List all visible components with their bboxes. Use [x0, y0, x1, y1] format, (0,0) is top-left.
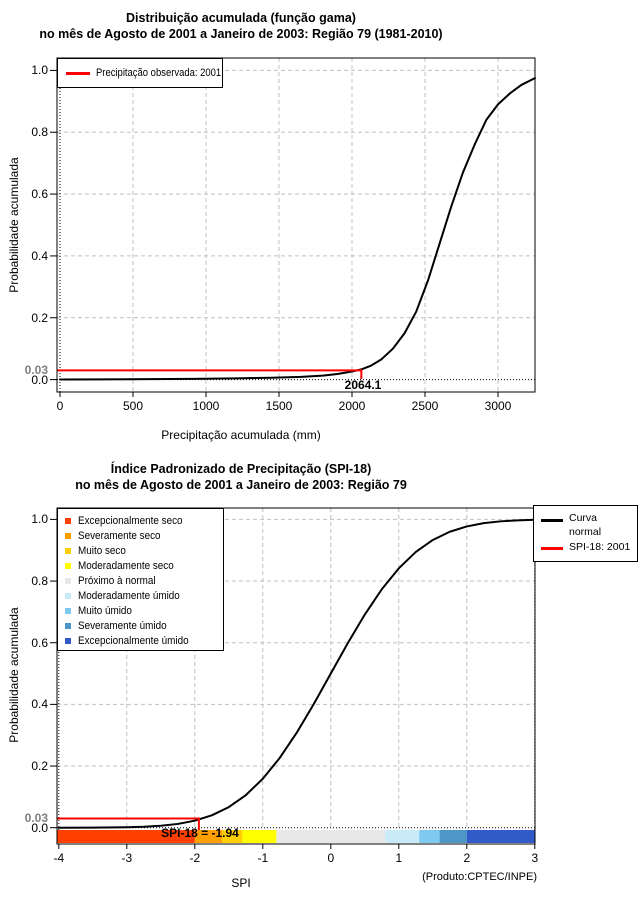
category-legend-row: Moderadamente seco	[78, 559, 184, 574]
curves-legend-spi-label: SPI-18: 2001	[569, 541, 631, 553]
spi-category-bar-segment	[419, 830, 440, 843]
top-x-tick-label: 2000	[338, 399, 366, 413]
bottom-y-tick-label: 0.4	[31, 697, 48, 712]
curves-legend-line1: Curva	[569, 512, 598, 524]
bottom-chart-title: Índice Padronizado de Precipitação (SPI-…	[110, 462, 372, 476]
top-x-tick-label: 1000	[192, 399, 220, 413]
spi-category-bar-segment	[57, 830, 195, 843]
bottom-y-tick-label: 0.8	[31, 574, 48, 589]
top-y-tick-label: 1.0	[31, 63, 48, 78]
bottom-x-tick-label: -3	[121, 851, 133, 865]
category-swatch-icon	[65, 518, 71, 524]
bottom-y-tick-label: 0.0	[31, 820, 48, 835]
category-label: Severamente úmido	[78, 620, 167, 632]
top-x-tick-label: 3000	[484, 399, 512, 413]
spi-category-bar-segment	[466, 830, 535, 843]
top-y-tick-label: 0.6	[31, 187, 48, 202]
spi-category-bar-segment	[222, 830, 243, 843]
top-x-tick-label: 2500	[411, 399, 439, 413]
category-legend-row: Muito seco	[78, 544, 131, 559]
category-label: Excepcionalmente seco	[78, 515, 183, 527]
category-swatch-icon	[65, 578, 71, 584]
spi-categories-legend-box: Excepcionalmente seco Severamente seco Mui…	[57, 508, 224, 651]
top-y-tick-label: 0.8	[31, 125, 48, 140]
product-footnote: (Produto:CPTEC/INPE)	[422, 871, 537, 883]
top-observed-value-label: 2064.1	[344, 378, 382, 392]
category-legend-row: Muito úmido	[78, 604, 138, 619]
bottom-y-tick-label: 0.2	[31, 759, 48, 774]
category-swatch-icon	[65, 638, 71, 644]
bottom-x-tick-label: -1	[257, 851, 269, 865]
bottom-x-tick-label: -4	[53, 851, 65, 865]
spi-category-bar-segment	[242, 830, 277, 843]
category-label: Severamente seco	[78, 530, 161, 542]
category-swatch-icon	[65, 608, 71, 614]
observed-line-marker-icon	[66, 72, 90, 75]
category-swatch-icon	[65, 548, 71, 554]
category-legend-row: Moderadamente úmido	[78, 589, 191, 604]
category-label: Muito seco	[78, 545, 126, 557]
bottom-x-axis-label: SPI	[231, 876, 251, 890]
category-swatch-icon	[65, 593, 71, 599]
category-label: Muito úmido	[78, 605, 132, 617]
bottom-y-tick-label: 1.0	[31, 512, 48, 527]
spi-category-bar-segment	[439, 830, 467, 843]
top-y-tick-label: 0.2	[31, 310, 48, 325]
category-swatch-icon	[65, 533, 71, 539]
top-x-tick-label: 0	[56, 399, 64, 413]
category-legend-row: Excepcionalmente úmido	[78, 634, 201, 649]
normal-curve-line-marker-icon	[541, 519, 563, 522]
curves-legend-line2: normal	[569, 526, 602, 538]
bottom-chart-subtitle: no mês de Agosto de 2001 a Janeiro de 20…	[75, 478, 407, 492]
bottom-x-tick-label: -2	[189, 851, 201, 865]
gamma-cdf-curve	[59, 77, 536, 381]
category-label: Próximo à normal	[78, 575, 156, 587]
spi-category-bar-segment	[194, 830, 222, 843]
bottom-threshold-label: 0.03	[24, 811, 48, 825]
observed-red-line	[57, 369, 363, 379]
bottom-chart-title-block: Índice Padronizado de Precipitação (SPI-…	[0, 461, 482, 493]
spi-category-bar-segment	[276, 830, 386, 843]
curves-legend-box: Curva normal SPI-18: 2001	[533, 505, 638, 562]
bottom-x-tick-label: 3	[531, 851, 539, 865]
top-legend-box: Precipitação observada: 2001	[57, 58, 223, 88]
normal-cdf-curve	[57, 518, 536, 829]
spi-category-bar-segment	[385, 830, 420, 843]
bottom-y-axis-label: Probabilidade acumulada	[7, 607, 21, 743]
top-chart-title: Distribuição acumulada (função gama)	[126, 11, 356, 25]
bottom-x-tick-label: 0	[327, 851, 335, 865]
top-chart-title-block: Distribuição acumulada (função gama) no …	[0, 10, 482, 42]
top-x-tick-label: 500	[122, 399, 144, 413]
top-threshold-label: 0.03	[24, 363, 48, 377]
top-y-tick-label: 0.4	[31, 248, 48, 263]
bottom-x-tick-label: 2	[463, 851, 471, 865]
category-legend-row: Severamente úmido	[78, 619, 176, 634]
category-legend-row: Excepcionalmente seco	[78, 514, 194, 529]
observed-red-line	[57, 817, 200, 830]
category-label: Excepcionalmente úmido	[78, 635, 189, 647]
bottom-x-tick-label: 1	[395, 851, 403, 865]
bottom-y-tick-label: 0.6	[31, 635, 48, 650]
category-legend-row: Próximo à normal	[78, 574, 164, 589]
category-label: Moderadamente úmido	[78, 590, 180, 602]
top-chart-subtitle: no mês de Agosto de 2001 a Janeiro de 20…	[39, 27, 443, 41]
plot-border	[56, 507, 536, 845]
plot-border	[56, 57, 536, 393]
category-swatch-icon	[65, 563, 71, 569]
spi-value-annotation: SPI-18 = -1.94	[161, 826, 239, 840]
top-x-axis-label: Precipitação acumulada (mm)	[161, 428, 321, 442]
top-y-tick-label: 0.0	[31, 372, 48, 387]
spi-line-marker-icon	[541, 547, 563, 550]
category-swatch-icon	[65, 623, 71, 629]
category-label: Moderadamente seco	[78, 560, 174, 572]
category-legend-row: Severamente seco	[78, 529, 170, 544]
top-x-tick-label: 1500	[265, 399, 293, 413]
top-legend-label: Precipitação observada: 2001	[96, 67, 222, 79]
top-y-axis-label: Probabilidade acumulada	[7, 157, 21, 293]
